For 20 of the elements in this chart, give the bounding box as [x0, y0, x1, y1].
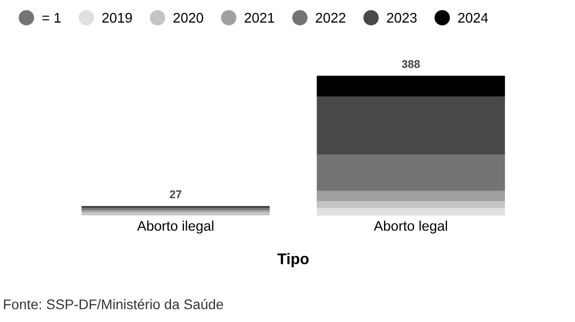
text: = 1 — [42, 13, 61, 23]
bar — [316, 96, 505, 155]
legend-label: 2023 — [387, 12, 417, 23]
x-tick-label: Aborto ilegal — [137, 220, 214, 234]
legend-label: 2019 — [102, 12, 132, 23]
bar — [316, 76, 505, 97]
bar — [316, 190, 505, 202]
bar — [316, 208, 505, 216]
legend-label: 2024 — [458, 12, 488, 23]
annotation: 27 — [170, 190, 182, 198]
x-tick-label: Aborto legal — [374, 220, 447, 234]
bar — [82, 212, 270, 216]
legend-label: 2020 — [174, 12, 204, 23]
legend-label: 2021 — [244, 12, 274, 23]
bar — [316, 154, 505, 191]
legend-label: 2022 — [316, 12, 346, 23]
x-axis-title: Tipo — [277, 252, 309, 268]
source-note: Fonte: SSP-DF/Ministério da Saúde — [4, 298, 224, 310]
annotation: 388 — [402, 60, 420, 68]
bar — [316, 201, 505, 208]
